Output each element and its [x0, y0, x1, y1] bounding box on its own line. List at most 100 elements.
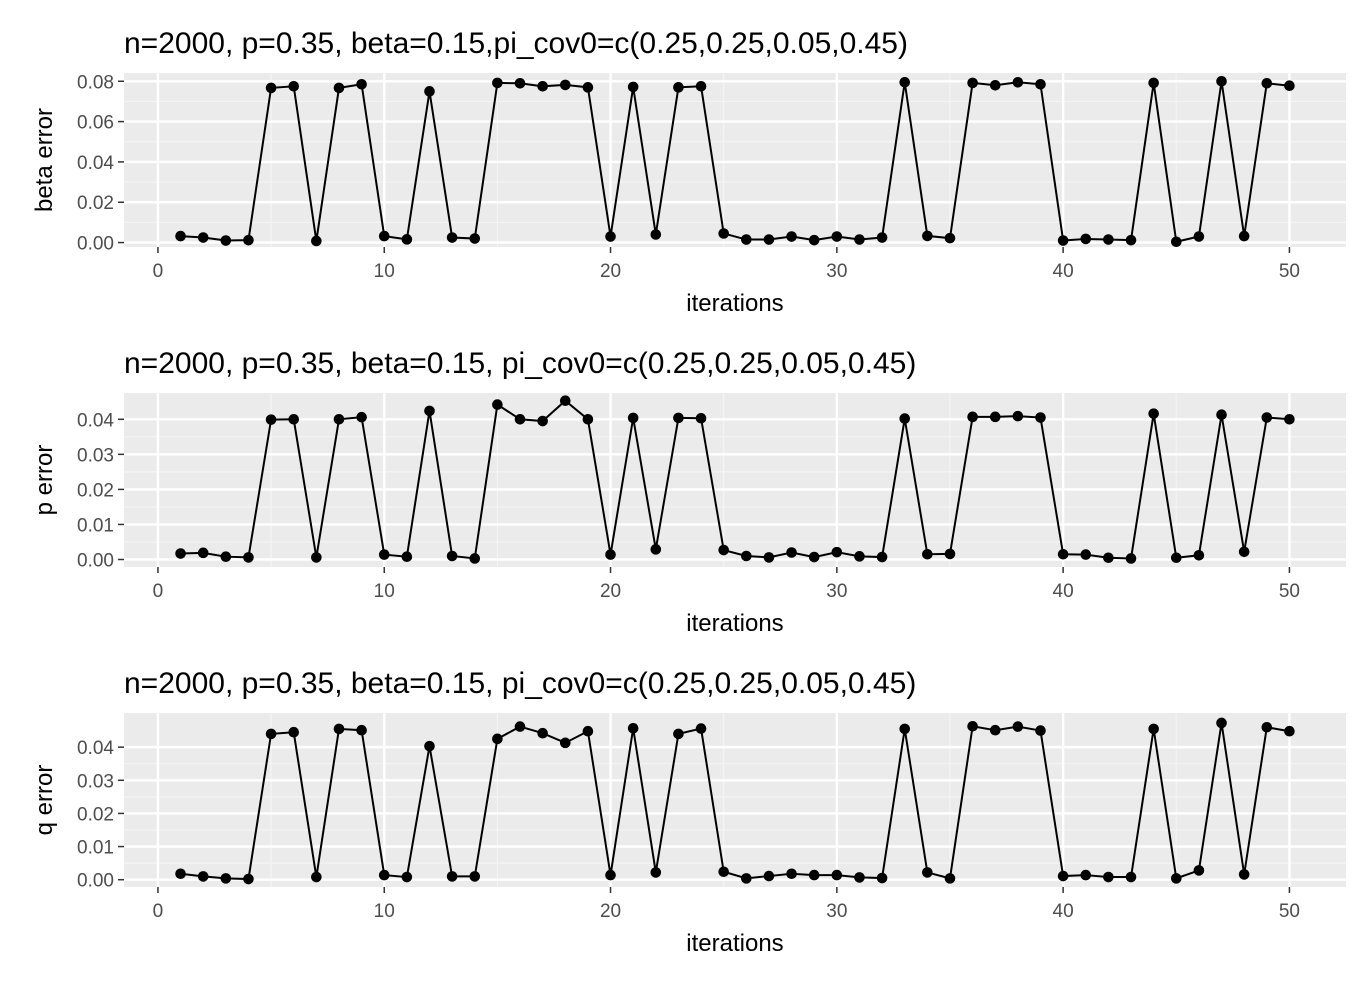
data-point: [1216, 409, 1227, 421]
data-point: [1193, 865, 1205, 876]
data-point: [1284, 80, 1295, 92]
series-points: [175, 75, 1295, 248]
x-axis-ticks: 0 10 20 30 40 50: [153, 887, 1300, 922]
x-tick-label: 40: [1053, 581, 1074, 602]
data-point: [1057, 548, 1069, 560]
x-tick-label: 40: [1053, 261, 1074, 282]
y-axis-title: p error: [31, 445, 58, 516]
y-axis-ticks: 0.00 0.01 0.02 0.03 0.04: [77, 738, 124, 892]
y-tick-label: 0.03: [77, 445, 114, 466]
data-point: [627, 412, 639, 424]
data-point: [718, 866, 729, 878]
data-point: [356, 724, 367, 736]
data-point: [197, 871, 209, 882]
data-point: [741, 873, 752, 884]
y-tick-label: 0.04: [77, 153, 114, 174]
x-tick-label: 0: [153, 901, 164, 922]
data-point: [424, 86, 435, 97]
y-tick-label: 0.04: [77, 410, 114, 431]
x-axis-ticks: 0 10 20 30 40 50: [153, 567, 1300, 602]
data-point: [854, 551, 865, 562]
data-point: [1012, 721, 1024, 732]
data-point: [605, 549, 616, 560]
y-tick-label: 0.00: [77, 550, 114, 571]
x-tick-label: 30: [826, 901, 847, 922]
data-point: [695, 81, 707, 92]
data-point: [378, 869, 390, 881]
data-point: [854, 872, 865, 883]
data-point: [1238, 230, 1250, 242]
data-point: [288, 413, 300, 425]
data-point: [741, 234, 752, 245]
data-point: [831, 869, 843, 881]
data-point: [175, 230, 186, 242]
data-point: [1261, 77, 1273, 89]
data-point: [243, 234, 254, 246]
data-point: [695, 412, 707, 424]
data-point: [989, 724, 1001, 736]
data-point: [582, 725, 594, 737]
data-point: [537, 81, 548, 92]
data-point: [695, 723, 707, 734]
data-point: [582, 413, 594, 425]
data-point: [1103, 871, 1114, 883]
data-point: [356, 411, 367, 423]
y-tick-label: 0.02: [77, 193, 114, 214]
data-point: [1057, 235, 1069, 246]
data-point: [854, 234, 865, 245]
data-point: [469, 233, 481, 244]
y-tick-label: 0.08: [77, 72, 114, 93]
data-point: [378, 549, 390, 560]
x-tick-label: 20: [600, 261, 621, 282]
data-point: [424, 405, 435, 417]
data-point: [967, 77, 978, 89]
y-axis-ticks: 0.00 0.01 0.02 0.03 0.04: [77, 410, 124, 571]
data-point: [446, 550, 458, 562]
data-point: [311, 871, 322, 883]
data-point: [514, 721, 526, 732]
data-point: [311, 552, 322, 563]
y-tick-label: 0.04: [77, 738, 114, 759]
data-point: [559, 395, 571, 407]
data-point: [831, 231, 843, 242]
data-point: [333, 723, 345, 735]
data-point: [559, 737, 571, 749]
x-tick-label: 0: [153, 261, 164, 282]
data-point: [175, 868, 186, 880]
y-tick-label: 0.02: [77, 804, 114, 825]
data-point: [944, 873, 956, 884]
data-point: [537, 415, 548, 427]
data-point: [605, 869, 616, 881]
data-point: [1057, 870, 1069, 882]
data-point: [922, 230, 933, 242]
data-point: [1261, 412, 1273, 423]
data-point: [763, 870, 775, 882]
data-point: [1238, 869, 1250, 880]
data-point: [1080, 549, 1092, 560]
data-point: [424, 740, 435, 752]
series-points: [175, 395, 1295, 564]
data-point: [514, 77, 526, 89]
x-axis-title: iterations: [686, 930, 783, 957]
data-point: [1170, 552, 1182, 564]
data-point: [650, 544, 662, 555]
data-point: [537, 727, 548, 739]
data-point: [1103, 552, 1114, 564]
x-tick-label: 0: [153, 581, 164, 602]
y-axis-title: beta error: [31, 108, 58, 212]
data-point: [673, 728, 684, 740]
data-point: [197, 232, 209, 243]
data-point: [220, 873, 232, 884]
y-tick-label: 0.02: [77, 480, 114, 501]
data-point: [1012, 410, 1024, 422]
data-point: [718, 544, 729, 556]
x-tick-label: 30: [826, 261, 847, 282]
chart-title: n=2000, p=0.35, beta=0.15,pi_cov0=c(0.25…: [124, 27, 908, 60]
data-point: [288, 81, 300, 92]
data-point: [265, 728, 277, 740]
data-point: [989, 411, 1001, 423]
data-point: [763, 234, 775, 245]
data-point: [899, 76, 911, 88]
data-point: [786, 547, 797, 558]
